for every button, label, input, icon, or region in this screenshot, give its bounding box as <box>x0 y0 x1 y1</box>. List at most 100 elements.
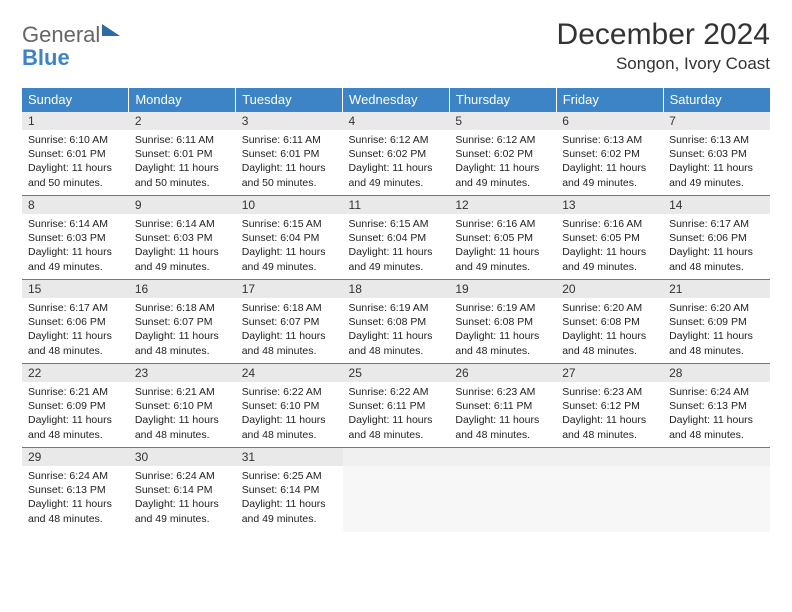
sunset-line: Sunset: 6:06 PM <box>28 316 106 328</box>
day-number: 26 <box>449 364 556 382</box>
calendar-cell: 24Sunrise: 6:22 AMSunset: 6:10 PMDayligh… <box>236 364 343 448</box>
day-number: 30 <box>129 448 236 466</box>
calendar-body: 1Sunrise: 6:10 AMSunset: 6:01 PMDaylight… <box>22 112 770 532</box>
sunset-line: Sunset: 6:08 PM <box>455 316 533 328</box>
day-details: Sunrise: 6:25 AMSunset: 6:14 PMDaylight:… <box>236 466 343 529</box>
daylight-line: Daylight: 11 hours and 49 minutes. <box>562 246 646 272</box>
calendar-cell: 30Sunrise: 6:24 AMSunset: 6:14 PMDayligh… <box>129 448 236 532</box>
daylight-line: Daylight: 11 hours and 48 minutes. <box>349 414 433 440</box>
day-details: Sunrise: 6:24 AMSunset: 6:14 PMDaylight:… <box>129 466 236 529</box>
weekday-header: Friday <box>556 88 663 112</box>
sunset-line: Sunset: 6:14 PM <box>242 484 320 496</box>
sunset-line: Sunset: 6:12 PM <box>562 400 640 412</box>
sunrise-line: Sunrise: 6:21 AM <box>28 386 108 398</box>
day-number: 6 <box>556 112 663 130</box>
day-number: 13 <box>556 196 663 214</box>
sunrise-line: Sunrise: 6:22 AM <box>349 386 429 398</box>
day-number: 5 <box>449 112 556 130</box>
day-details: Sunrise: 6:11 AMSunset: 6:01 PMDaylight:… <box>236 130 343 193</box>
day-number: 3 <box>236 112 343 130</box>
day-number: 4 <box>343 112 450 130</box>
day-number: 22 <box>22 364 129 382</box>
daylight-line: Daylight: 11 hours and 49 minutes. <box>562 162 646 188</box>
calendar-cell: 4Sunrise: 6:12 AMSunset: 6:02 PMDaylight… <box>343 112 450 196</box>
daylight-line: Daylight: 11 hours and 48 minutes. <box>349 330 433 356</box>
calendar-cell: 5Sunrise: 6:12 AMSunset: 6:02 PMDaylight… <box>449 112 556 196</box>
calendar-cell: 19Sunrise: 6:19 AMSunset: 6:08 PMDayligh… <box>449 280 556 364</box>
calendar-row: 29Sunrise: 6:24 AMSunset: 6:13 PMDayligh… <box>22 448 770 532</box>
sunrise-line: Sunrise: 6:11 AM <box>135 134 214 146</box>
sunrise-line: Sunrise: 6:19 AM <box>455 302 535 314</box>
daylight-line: Daylight: 11 hours and 48 minutes. <box>28 414 112 440</box>
daylight-line: Daylight: 11 hours and 48 minutes. <box>669 246 753 272</box>
empty-day-number <box>556 448 663 466</box>
sunset-line: Sunset: 6:07 PM <box>135 316 213 328</box>
empty-day-number <box>663 448 770 466</box>
calendar-cell: 31Sunrise: 6:25 AMSunset: 6:14 PMDayligh… <box>236 448 343 532</box>
calendar-cell: 3Sunrise: 6:11 AMSunset: 6:01 PMDaylight… <box>236 112 343 196</box>
day-details: Sunrise: 6:23 AM Sunset: 6:11 PM Daylight:… <box>449 382 556 445</box>
sunset-line: Sunset: 6:01 PM <box>135 148 213 160</box>
daylight-line: Daylight: 11 hours and 50 minutes. <box>135 162 219 188</box>
day-number: 1 <box>22 112 129 130</box>
calendar-cell: 22Sunrise: 6:21 AMSunset: 6:09 PMDayligh… <box>22 364 129 448</box>
day-number: 24 <box>236 364 343 382</box>
day-number: 16 <box>129 280 236 298</box>
sunset-line: Sunset: 6:01 PM <box>28 148 106 160</box>
sunrise-line: Sunrise: 6:13 AM <box>562 134 642 146</box>
sunset-line: Sunset: 6:01 PM <box>242 148 320 160</box>
sunset-line: Sunset: 6:03 PM <box>669 148 747 160</box>
calendar-cell: 8Sunrise: 6:14 AMSunset: 6:03 PMDaylight… <box>22 196 129 280</box>
weekday-header: Thursday <box>449 88 556 112</box>
sunrise-line: Sunrise: 6:24 AM <box>28 470 108 482</box>
sunset-line: Sunset: 6:04 PM <box>349 232 427 244</box>
daylight-line: Daylight: 11 hours and 48 minutes. <box>135 414 219 440</box>
weekday-header: Tuesday <box>236 88 343 112</box>
day-number: 18 <box>343 280 450 298</box>
calendar-cell: 6 Sunrise: 6:13 AM Sunset: 6:02 PM Daylight… <box>556 112 663 196</box>
sunset-line: Sunset: 6:02 PM <box>455 148 533 160</box>
weekday-header-row: SundayMondayTuesdayWednesdayThursdayFrid… <box>22 88 770 112</box>
sunset-line: Sunset: 6:05 PM <box>455 232 533 244</box>
daylight-line: Daylight: 11 hours and 48 minutes. <box>455 414 539 440</box>
day-details: Sunrise: 6:15 AMSunset: 6:04 PMDaylight:… <box>236 214 343 277</box>
day-details: Sunrise: 6:24 AMSunset: 6:13 PMDaylight:… <box>663 382 770 445</box>
calendar-cell: 2Sunrise: 6:11 AMSunset: 6:01 PMDaylight… <box>129 112 236 196</box>
weekday-header: Monday <box>129 88 236 112</box>
sunrise-line: Sunrise: 6:23 AM <box>455 386 535 398</box>
sunrise-line: Sunrise: 6:20 AM <box>562 302 642 314</box>
day-number: 21 <box>663 280 770 298</box>
sunset-line: Sunset: 6:13 PM <box>28 484 106 496</box>
day-details: Sunrise: 6:20 AMSunset: 6:08 PMDaylight:… <box>556 298 663 361</box>
daylight-line: Daylight: 11 hours and 49 minutes. <box>135 498 219 524</box>
day-number: 27 <box>556 364 663 382</box>
calendar-row: 8Sunrise: 6:14 AMSunset: 6:03 PMDaylight… <box>22 196 770 280</box>
daylight-line: Daylight: 11 hours and 50 minutes. <box>242 162 326 188</box>
calendar-cell: 12Sunrise: 6:16 AMSunset: 6:05 PMDayligh… <box>449 196 556 280</box>
daylight-line: Daylight: 11 hours and 48 minutes. <box>562 414 646 440</box>
daylight-line: Daylight: 11 hours and 49 minutes. <box>455 162 539 188</box>
day-details: Sunrise: 6:21 AMSunset: 6:09 PMDaylight:… <box>22 382 129 445</box>
daylight-line: Daylight: 11 hours and 48 minutes. <box>669 414 753 440</box>
calendar-cell: 1Sunrise: 6:10 AMSunset: 6:01 PMDaylight… <box>22 112 129 196</box>
sunrise-line: Sunrise: 6:20 AM <box>669 302 749 314</box>
logo-word-blue: Blue <box>22 45 70 70</box>
day-details: Sunrise: 6:17 AMSunset: 6:06 PMDaylight:… <box>663 214 770 277</box>
calendar-cell: 11Sunrise: 6:15 AMSunset: 6:04 PMDayligh… <box>343 196 450 280</box>
sunset-line: Sunset: 6:11 PM <box>455 400 532 412</box>
calendar-cell: 16Sunrise: 6:18 AMSunset: 6:07 PMDayligh… <box>129 280 236 364</box>
calendar-cell: 10Sunrise: 6:15 AMSunset: 6:04 PMDayligh… <box>236 196 343 280</box>
day-details: Sunrise: 6:10 AMSunset: 6:01 PMDaylight:… <box>22 130 129 193</box>
daylight-line: Daylight: 11 hours and 48 minutes. <box>28 498 112 524</box>
daylight-line: Daylight: 11 hours and 48 minutes. <box>242 330 326 356</box>
sunset-line: Sunset: 6:02 PM <box>562 148 640 160</box>
calendar-cell: 25Sunrise: 6:22 AMSunset: 6:11 PMDayligh… <box>343 364 450 448</box>
sunrise-line: Sunrise: 6:13 AM <box>669 134 749 146</box>
sunset-line: Sunset: 6:11 PM <box>349 400 426 412</box>
day-details: Sunrise: 6:19 AMSunset: 6:08 PMDaylight:… <box>449 298 556 361</box>
sunset-line: Sunset: 6:03 PM <box>135 232 213 244</box>
calendar-cell: 14Sunrise: 6:17 AMSunset: 6:06 PMDayligh… <box>663 196 770 280</box>
calendar-cell: 17Sunrise: 6:18 AMSunset: 6:07 PMDayligh… <box>236 280 343 364</box>
sunrise-line: Sunrise: 6:21 AM <box>135 386 215 398</box>
calendar-cell: 7Sunrise: 6:13 AMSunset: 6:03 PMDaylight… <box>663 112 770 196</box>
